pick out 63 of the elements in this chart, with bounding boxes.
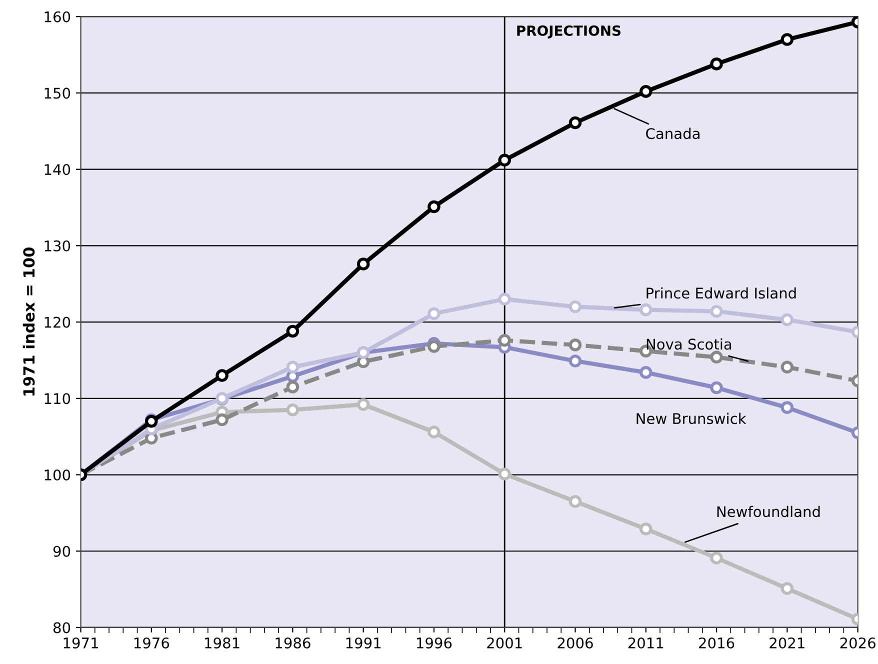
- point: [568, 300, 582, 314]
- point: [356, 258, 370, 270]
- ref-line-label: PROJECTIONS: [517, 25, 620, 38]
- point: [780, 582, 794, 595]
- y-tick-label: 100: [44, 469, 70, 481]
- point: [498, 154, 511, 167]
- y-tick-label: 140: [44, 164, 70, 176]
- y-tick-label: 90: [53, 546, 70, 557]
- point: [428, 426, 440, 438]
- point: [356, 398, 370, 411]
- point: [286, 403, 300, 416]
- point: [286, 324, 300, 338]
- text: Canada: [646, 128, 700, 140]
- x-tick-label: 2001: [487, 637, 522, 648]
- point: [568, 354, 582, 368]
- series-label: Prince Edward Island: [646, 287, 796, 299]
- point: [498, 334, 511, 347]
- point: [780, 33, 794, 46]
- y-tick-label: 150: [44, 88, 70, 99]
- series-label: New Brunswick: [636, 412, 746, 424]
- y-tick-label: 160: [44, 11, 70, 22]
- point: [428, 307, 440, 320]
- point: [640, 522, 652, 536]
- y-tick-label: 130: [44, 240, 70, 252]
- point: [568, 116, 582, 130]
- point: [710, 58, 723, 70]
- point: [286, 380, 300, 394]
- x-tick-label: 2011: [628, 637, 664, 648]
- point: [710, 381, 723, 394]
- x-tick-label: 1991: [346, 637, 381, 648]
- point: [568, 495, 582, 508]
- x-tick-label: 1981: [205, 637, 240, 648]
- point: [216, 413, 228, 426]
- point: [498, 292, 511, 306]
- point: [428, 340, 440, 353]
- x-tick-label: 1971: [64, 637, 98, 648]
- point: [710, 552, 723, 564]
- point: [710, 350, 723, 364]
- y-axis-title: 1971 index = 100: [22, 248, 35, 396]
- x-tick-label: 2026: [840, 637, 876, 648]
- point: [286, 360, 300, 374]
- y-tick-label: 80: [53, 622, 70, 634]
- point: [216, 369, 228, 382]
- point: [710, 304, 723, 318]
- point: [640, 366, 652, 379]
- x-tick-label: 2021: [770, 637, 804, 648]
- point: [498, 468, 511, 480]
- y-tick-label: 110: [44, 393, 70, 404]
- y-tick-label: 120: [44, 316, 70, 328]
- point: [640, 85, 652, 98]
- x-tick-label: 1996: [417, 637, 452, 648]
- x-tick-label: 2016: [699, 637, 734, 648]
- point: [568, 338, 582, 352]
- point: [780, 360, 794, 374]
- x-tick-label: 1976: [134, 637, 170, 648]
- series-label: Nova Scotia: [646, 338, 732, 350]
- x-tick-label: 2006: [558, 637, 593, 648]
- text: Newfoundland: [717, 506, 820, 518]
- point: [640, 303, 652, 316]
- point: [780, 401, 794, 414]
- point: [780, 313, 794, 326]
- point: [428, 200, 440, 214]
- x-tick-label: 1986: [276, 637, 310, 648]
